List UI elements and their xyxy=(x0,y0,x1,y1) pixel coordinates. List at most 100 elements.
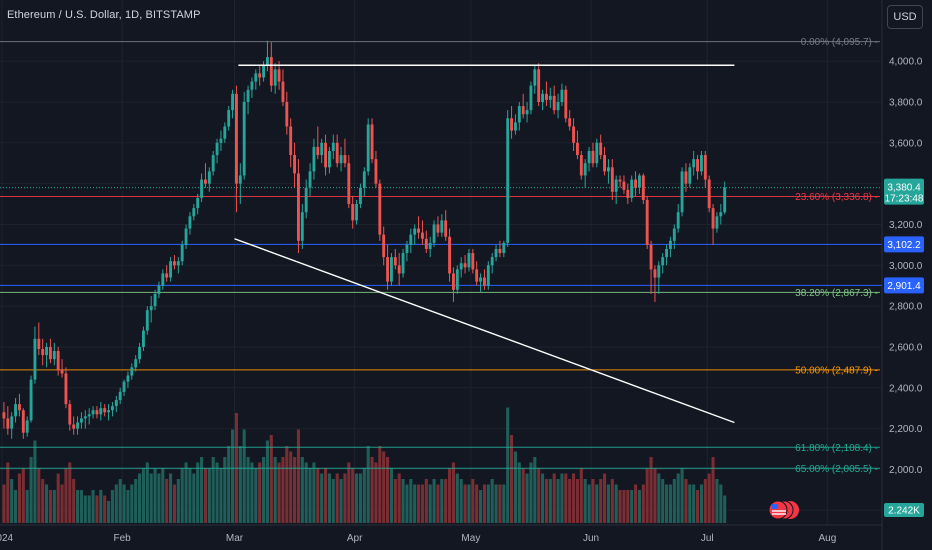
volume-bar xyxy=(339,479,343,523)
candle-body xyxy=(126,375,130,382)
candle-body xyxy=(87,414,91,417)
volume-bar xyxy=(262,457,266,523)
candle-body xyxy=(37,338,41,349)
candle-body xyxy=(514,122,517,131)
volume-bar xyxy=(622,490,626,523)
candle-body xyxy=(196,197,200,209)
candle-body xyxy=(91,410,95,415)
candle-body xyxy=(626,189,630,198)
volume-bar xyxy=(653,468,657,523)
volume-bar xyxy=(552,473,556,523)
candle-body xyxy=(300,212,304,241)
volume-bar xyxy=(219,468,223,523)
last-price-tag-bg xyxy=(884,178,924,205)
volume-bar xyxy=(293,457,297,523)
last-price-value: 3,380.4 xyxy=(887,183,921,194)
volume-bar xyxy=(37,468,41,523)
volume-bar xyxy=(169,473,173,523)
volume-bar xyxy=(17,473,21,523)
volume-bar xyxy=(393,479,397,523)
volume-bar xyxy=(479,490,483,523)
volume-bar xyxy=(645,468,649,523)
volume-bar xyxy=(91,490,95,523)
candle-body xyxy=(696,159,699,172)
candle-body xyxy=(207,171,211,184)
candle-body xyxy=(587,150,591,164)
us-flag-icon[interactable] xyxy=(768,500,799,520)
candle-body xyxy=(242,101,246,176)
candle-body xyxy=(568,118,572,127)
candle-body xyxy=(700,155,703,172)
candle-body xyxy=(490,257,494,266)
volume-bar xyxy=(324,468,328,523)
time-tick-label: Aug xyxy=(818,533,836,544)
candle-body xyxy=(370,124,374,160)
candle-body xyxy=(393,257,397,266)
candle-body xyxy=(95,410,99,415)
fibonacci-retracement[interactable]: 0.00% (4,095.7) - 23.60% (3,336.8) - 38.20… xyxy=(0,37,880,475)
candle-body xyxy=(138,346,141,360)
currency-button[interactable]: USD xyxy=(887,5,923,29)
volume-bar xyxy=(665,484,669,523)
volume-bars xyxy=(2,407,727,523)
candle-body xyxy=(444,220,448,237)
volume-bar xyxy=(200,457,204,523)
trend-lines[interactable] xyxy=(234,64,735,424)
volume-bar xyxy=(696,490,700,523)
candlesticks[interactable] xyxy=(2,40,727,439)
candle-body xyxy=(452,273,455,290)
symbol-title[interactable]: Ethereum / U.S. Dollar, 1D, BITSTAMP xyxy=(7,9,201,21)
volume-bar xyxy=(29,457,33,523)
candle-body xyxy=(192,208,196,217)
candle-body xyxy=(200,179,203,198)
volume-bar xyxy=(99,490,103,523)
volume-bar xyxy=(223,457,227,523)
volume-bar xyxy=(76,490,80,523)
volume-bar xyxy=(525,473,529,523)
candle-body xyxy=(378,183,382,235)
time-axis[interactable]: 2024 Feb Mar Apr May Jun Jul Aug xyxy=(0,524,882,544)
volume-bar xyxy=(467,484,471,523)
candle-body xyxy=(498,248,502,254)
candle-body xyxy=(669,240,672,249)
fib-level-label: 61.80% (2,108.4) - xyxy=(795,443,878,454)
volume-bar xyxy=(351,468,355,523)
candle-body xyxy=(52,351,56,360)
price-tick-label: 3,800.0 xyxy=(889,97,923,108)
volume-bar xyxy=(60,484,64,523)
volume-bar xyxy=(560,473,564,523)
price-tag-bg xyxy=(884,236,924,253)
volume-bar xyxy=(79,490,83,523)
candle-body xyxy=(366,124,370,172)
candle-body xyxy=(215,142,219,156)
volume-bar xyxy=(343,473,347,523)
candle-body xyxy=(180,244,184,262)
candle-body xyxy=(688,167,692,184)
candle-body xyxy=(72,424,76,429)
volume-bar xyxy=(347,462,351,523)
candle-body xyxy=(432,224,436,243)
volume-bar xyxy=(145,462,149,523)
candle-body xyxy=(107,410,110,413)
volume-bar xyxy=(432,479,436,523)
volume-bar xyxy=(506,407,510,523)
volume-bar xyxy=(269,435,273,523)
volume-bar xyxy=(25,490,29,523)
candle-body xyxy=(157,285,161,294)
volume-bar xyxy=(657,473,661,523)
candle-body xyxy=(579,155,583,176)
candle-body xyxy=(548,95,552,100)
candle-body xyxy=(560,89,564,102)
volume-bar xyxy=(684,479,688,523)
volume-bar xyxy=(153,468,157,523)
price-tick-label: 4,000.0 xyxy=(889,57,923,68)
candle-body xyxy=(645,199,649,245)
volume-bar xyxy=(172,484,176,523)
volume-bar xyxy=(134,479,138,523)
candle-body xyxy=(483,277,486,286)
volume-bar xyxy=(41,479,45,523)
horizontal-lines[interactable] xyxy=(0,187,882,286)
candle-body xyxy=(68,404,72,425)
